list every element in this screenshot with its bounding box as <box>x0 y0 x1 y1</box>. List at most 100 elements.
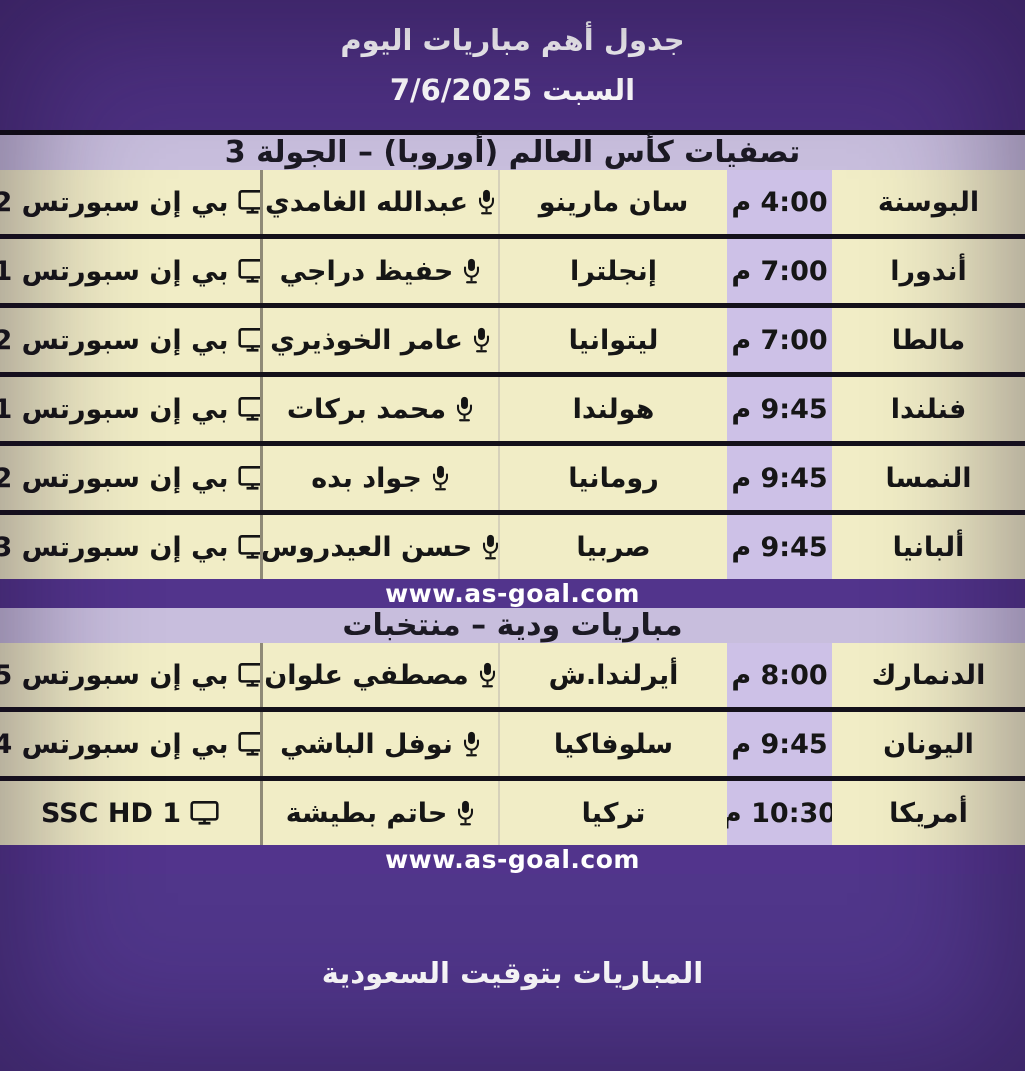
commentator-cell: حاتم بطيشة <box>260 781 500 845</box>
channel-cell: SSC HD 1 <box>0 781 260 845</box>
website-link[interactable]: www.as-goal.com <box>385 845 640 874</box>
section-rows: الدنمارك 8:00 م أيرلندا.ش مصطفي علوان <box>0 643 1025 845</box>
team2-cell: تركيا <box>500 781 727 845</box>
channel-cell: بي إن سبورتس 4 <box>0 712 260 776</box>
channel-cell: بي إن سبورتس 1 <box>0 239 260 303</box>
tv-icon <box>237 327 260 353</box>
tv-icon <box>237 465 260 491</box>
section-title-text: تصفيات كأس العالم (أوروبا) – الجولة 3 <box>224 135 801 170</box>
team1-cell: الدنمارك <box>832 643 1025 707</box>
team2-name: رومانيا <box>568 462 659 494</box>
team1-cell: اليونان <box>832 712 1025 776</box>
section-rows: البوسنة 4:00 م سان مارينو عبدالله الغامد… <box>0 170 1025 579</box>
website-bar[interactable]: www.as-goal.com <box>0 845 1025 874</box>
team2-name: سلوفاكيا <box>553 728 674 760</box>
microphone-icon <box>431 464 450 492</box>
match-section: مباريات ودية – منتخبات الدنمارك 8:00 م أ… <box>0 608 1025 874</box>
section-title: تصفيات كأس العالم (أوروبا) – الجولة 3 <box>0 135 1025 170</box>
team2-name: سان مارينو <box>538 186 689 218</box>
team1-cell: البوسنة <box>832 170 1025 234</box>
commentator-cell: عامر الخوذيري <box>260 308 500 372</box>
channel-cell: بي إن سبورتس 1 <box>0 377 260 441</box>
commentator-name: جواد بده <box>311 462 422 494</box>
channel-cell: بي إن سبورتس 2 <box>0 170 260 234</box>
team1-cell: ألبانيا <box>832 515 1025 579</box>
tv-icon <box>237 731 260 757</box>
team1-cell: أمريكا <box>832 781 1025 845</box>
time-cell: 8:00 م <box>727 643 832 707</box>
microphone-icon <box>462 257 481 285</box>
team1-cell: النمسا <box>832 446 1025 510</box>
microphone-icon <box>478 661 497 689</box>
team1-name: الدنمارك <box>871 659 986 691</box>
team1-name: ألبانيا <box>892 531 965 563</box>
commentator-cell: محمد بركات <box>260 377 500 441</box>
team2-name: إنجلترا <box>570 255 657 287</box>
match-time: 9:45 م <box>731 393 828 425</box>
page-footer: المباريات بتوقيت السعودية <box>0 874 1025 1071</box>
tv-icon <box>237 662 260 688</box>
time-cell: 9:45 م <box>727 446 832 510</box>
time-cell: 7:00 م <box>727 239 832 303</box>
match-time: 9:45 م <box>731 462 828 494</box>
channel-name: بي إن سبورتس 4 <box>0 728 229 760</box>
team1-cell: مالطا <box>832 308 1025 372</box>
match-section: تصفيات كأس العالم (أوروبا) – الجولة 3 ال… <box>0 135 1025 608</box>
match-row: النمسا 9:45 م رومانيا جواد بده <box>0 441 1025 510</box>
match-time: 4:00 م <box>731 186 828 218</box>
team1-name: أندورا <box>890 255 967 287</box>
channel-name: بي إن سبورتس 2 <box>0 462 229 494</box>
tv-icon <box>237 396 260 422</box>
time-cell: 10:30 م <box>727 781 832 845</box>
channel-name: بي إن سبورتس 1 <box>0 393 229 425</box>
match-time: 9:45 م <box>731 531 828 563</box>
team2-name: صربيا <box>576 531 651 563</box>
team1-name: مالطا <box>891 324 966 356</box>
match-time: 7:00 م <box>731 324 828 356</box>
commentator-name: حفيظ دراجي <box>279 255 454 287</box>
match-time: 7:00 م <box>731 255 828 287</box>
commentator-cell: نوفل الباشي <box>260 712 500 776</box>
commentator-name: مصطفي علوان <box>264 659 469 691</box>
commentator-name: عامر الخوذيري <box>270 324 463 356</box>
tv-icon <box>190 800 219 826</box>
channel-name: بي إن سبورتس 2 <box>0 186 229 218</box>
microphone-icon <box>472 326 491 354</box>
team2-name: ليتوانيا <box>568 324 659 356</box>
timezone-note: المباريات بتوقيت السعودية <box>321 955 704 990</box>
section-title: مباريات ودية – منتخبات <box>0 608 1025 643</box>
tv-icon <box>237 534 260 560</box>
team2-name: هولندا <box>572 393 655 425</box>
sections-container: تصفيات كأس العالم (أوروبا) – الجولة 3 ال… <box>0 135 1025 874</box>
microphone-icon <box>481 533 498 561</box>
commentator-name: حسن العيدروس <box>260 531 473 563</box>
match-time: 8:00 م <box>731 659 828 691</box>
team2-cell: سان مارينو <box>500 170 727 234</box>
commentator-cell: عبدالله الغامدي <box>260 170 500 234</box>
commentator-cell: حسن العيدروس <box>260 515 500 579</box>
channel-name: بي إن سبورتس 3 <box>0 531 229 563</box>
tv-icon <box>237 258 260 284</box>
channel-cell: بي إن سبورتس 2 <box>0 308 260 372</box>
team2-cell: سلوفاكيا <box>500 712 727 776</box>
time-cell: 9:45 م <box>727 515 832 579</box>
team1-name: البوسنة <box>877 186 980 218</box>
team1-name: أمريكا <box>889 797 968 829</box>
website-link[interactable]: www.as-goal.com <box>385 579 640 608</box>
page-title: جدول أهم مباريات اليوم <box>340 23 685 57</box>
microphone-icon <box>455 395 474 423</box>
tv-icon <box>237 189 260 215</box>
channel-cell: بي إن سبورتس 2 <box>0 446 260 510</box>
team2-cell: هولندا <box>500 377 727 441</box>
section-title-text: مباريات ودية – منتخبات <box>342 608 683 643</box>
match-time: 9:45 م <box>731 728 828 760</box>
website-bar[interactable]: www.as-goal.com <box>0 579 1025 608</box>
commentator-cell: جواد بده <box>260 446 500 510</box>
commentator-name: محمد بركات <box>286 393 447 425</box>
team2-cell: رومانيا <box>500 446 727 510</box>
time-cell: 9:45 م <box>727 712 832 776</box>
team1-name: اليونان <box>883 728 974 760</box>
divider <box>0 130 1025 135</box>
time-cell: 7:00 م <box>727 308 832 372</box>
